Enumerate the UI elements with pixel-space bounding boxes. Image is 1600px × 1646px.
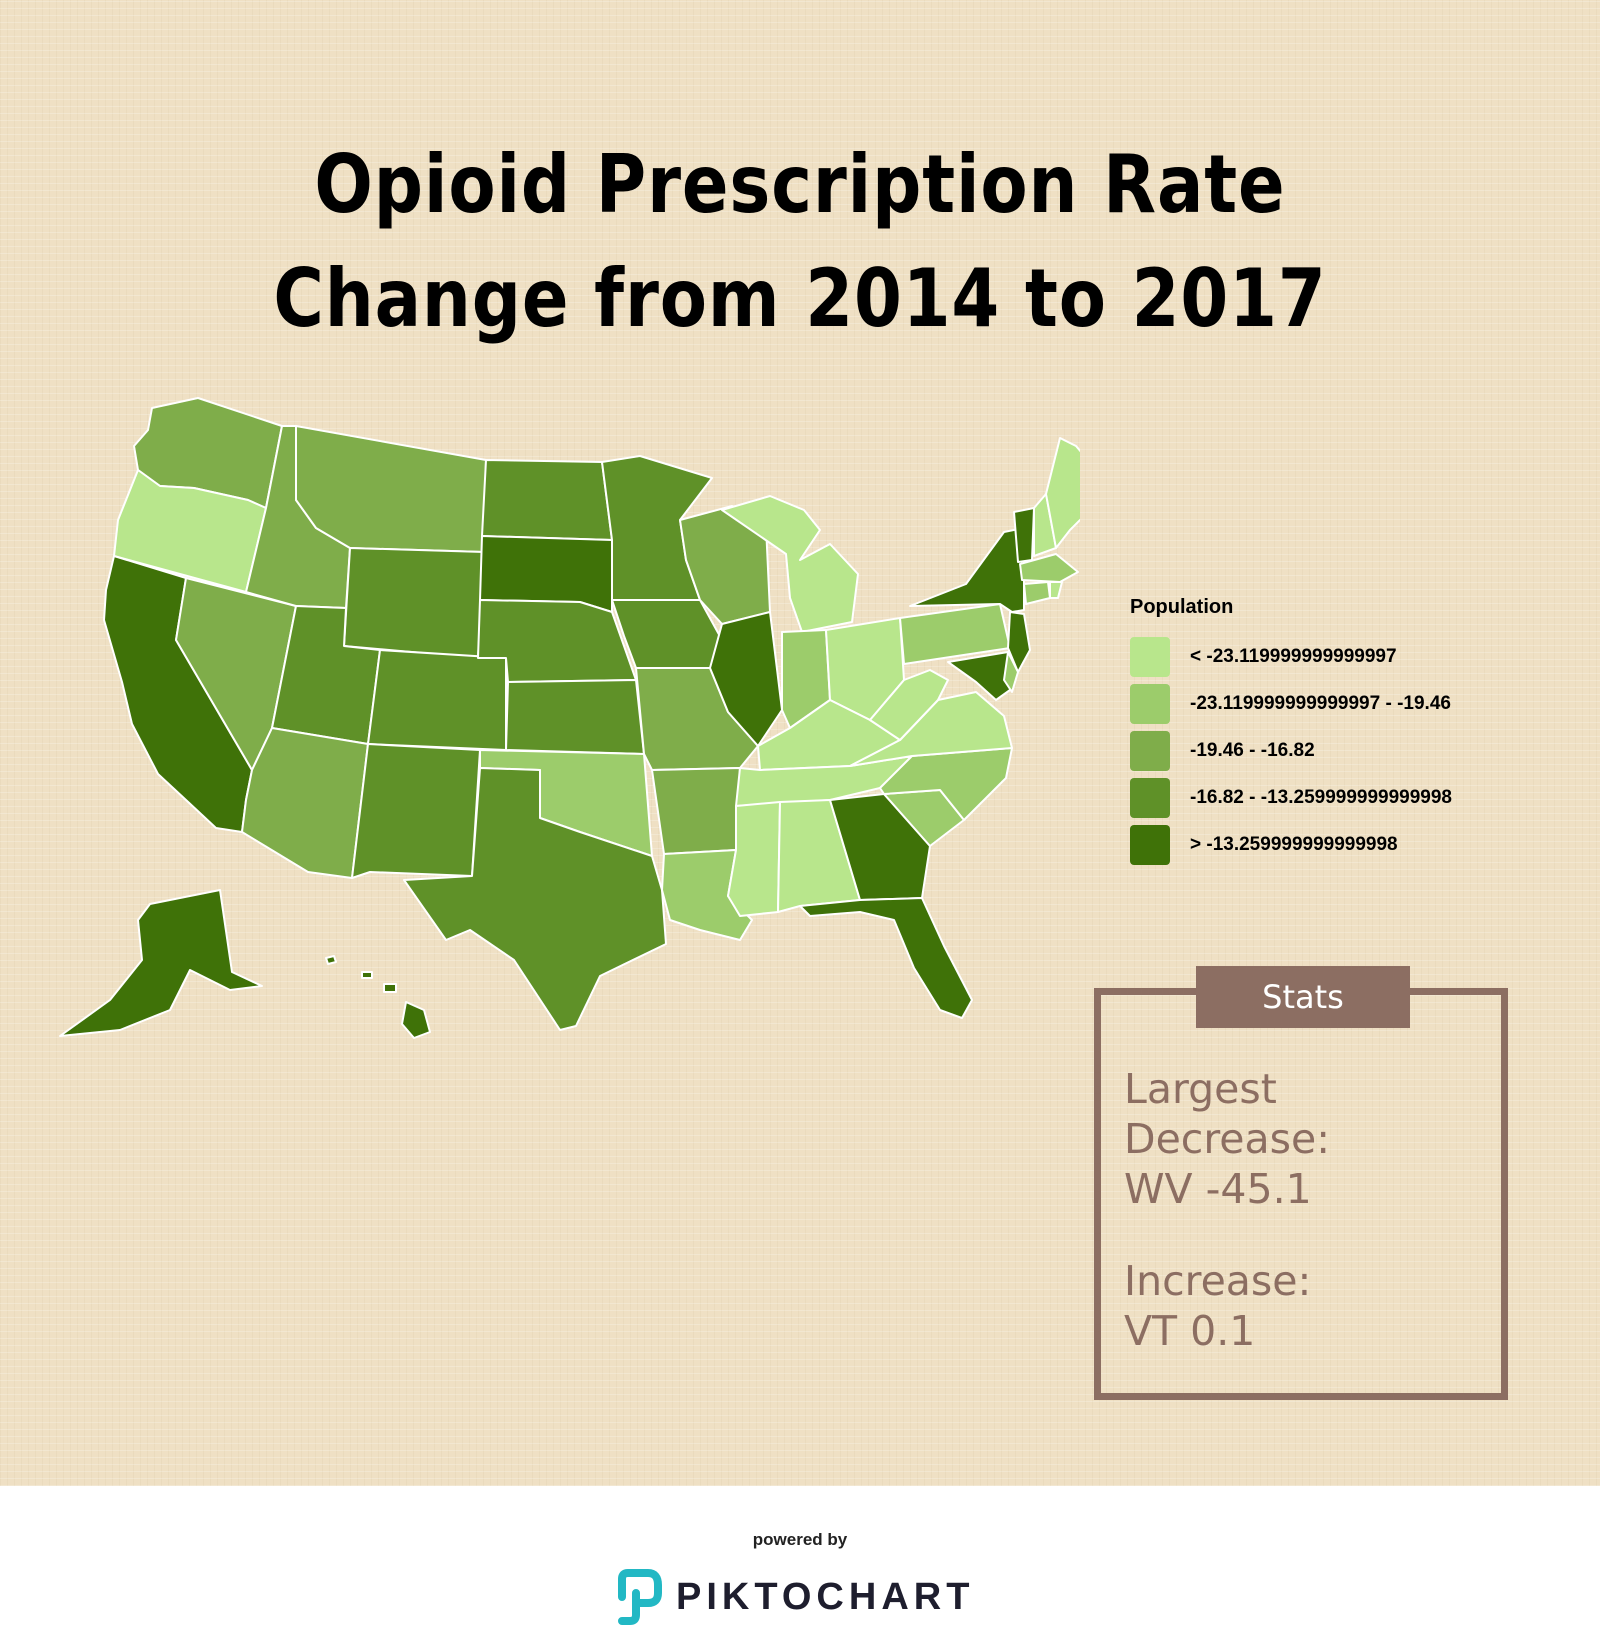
brand-name: PIKTOCHART <box>676 1575 975 1618</box>
state-WV <box>869 669 949 741</box>
legend-swatch <box>1130 777 1170 818</box>
legend-label: > -13.259999999999998 <box>1190 833 1398 855</box>
state-TX <box>403 767 667 1031</box>
state-MA <box>1019 553 1079 583</box>
legend-swatch <box>1130 636 1170 677</box>
map-legend: Population < -23.119999999999997 -23.119… <box>1130 596 1452 868</box>
legend-swatch <box>1130 683 1170 724</box>
state-FL <box>799 897 973 1019</box>
state-HI-islands <box>325 955 337 965</box>
state-CO <box>367 649 507 751</box>
state-HI-islands-3 <box>383 983 397 993</box>
state-NJ <box>1007 611 1031 673</box>
stats-header: Stats <box>1196 966 1410 1028</box>
state-HI <box>401 1001 431 1039</box>
largest-decrease-label-2: Decrease: <box>1124 1115 1331 1163</box>
state-MI <box>721 495 859 633</box>
largest-decrease-label-1: Largest <box>1124 1065 1277 1113</box>
state-AK <box>59 889 263 1037</box>
state-NY <box>909 527 1025 613</box>
state-DE <box>1003 651 1019 693</box>
legend-swatch <box>1130 730 1170 771</box>
legend-title: Population <box>1130 596 1234 618</box>
legend-item: > -13.259999999999998 <box>1130 821 1452 868</box>
state-MD <box>947 651 1011 701</box>
legend-swatch <box>1130 824 1170 865</box>
title-line-2: Change from 2014 to 2017 <box>273 252 1327 345</box>
legend-label: < -23.119999999999997 <box>1190 645 1397 667</box>
legend-label: -16.82 - -13.259999999999998 <box>1190 786 1453 808</box>
legend-label: -23.119999999999997 - -19.46 <box>1190 692 1451 714</box>
increase-value: VT 0.1 <box>1124 1307 1256 1355</box>
state-GA <box>829 793 931 901</box>
state-AZ <box>241 727 369 879</box>
infographic-poster: Opioid Prescription Rate Change from 201… <box>0 0 1600 1486</box>
increase-label: Increase: <box>1124 1257 1312 1305</box>
state-CT <box>1023 581 1051 605</box>
legend-item: -19.46 - -16.82 <box>1130 727 1452 774</box>
state-KS <box>505 679 645 755</box>
title-line-1: Opioid Prescription Rate <box>314 138 1286 231</box>
state-WY <box>343 547 485 659</box>
state-NM <box>351 743 481 879</box>
legend-label: -19.46 - -16.82 <box>1190 739 1315 761</box>
state-ND <box>481 459 613 541</box>
us-choropleth-map <box>59 397 1080 1039</box>
state-MT <box>295 425 487 553</box>
legend-item: < -23.119999999999997 <box>1130 633 1452 680</box>
legend-item: -16.82 - -13.259999999999998 <box>1130 774 1452 821</box>
state-VT <box>1013 507 1035 563</box>
footer: powered by PIKTOCHART <box>0 1486 1600 1646</box>
state-HI-islands-2 <box>361 971 373 979</box>
piktochart-brand[interactable]: PIKTOCHART <box>618 1568 974 1626</box>
state-RI <box>1049 581 1063 599</box>
state-MS <box>727 801 781 917</box>
largest-decrease-value: WV -45.1 <box>1124 1165 1312 1213</box>
powered-by-text: powered by <box>752 1530 848 1549</box>
state-ME <box>1045 437 1080 549</box>
state-VA <box>849 691 1013 767</box>
piktochart-logo-icon <box>618 1569 662 1625</box>
state-AR <box>651 767 741 855</box>
legend-item: -23.119999999999997 - -19.46 <box>1130 680 1452 727</box>
